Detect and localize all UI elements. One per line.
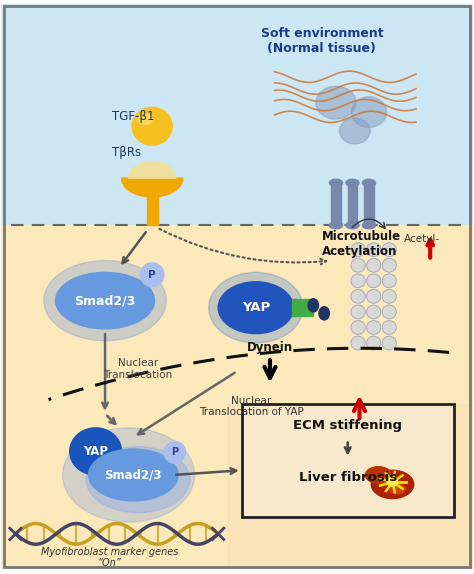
Ellipse shape xyxy=(164,441,186,463)
Ellipse shape xyxy=(55,272,155,329)
Ellipse shape xyxy=(140,263,164,286)
Polygon shape xyxy=(128,162,176,178)
Ellipse shape xyxy=(329,222,343,229)
Ellipse shape xyxy=(371,470,414,499)
Text: Microtubule
Acetylation: Microtubule Acetylation xyxy=(322,230,401,258)
Ellipse shape xyxy=(316,86,356,119)
Ellipse shape xyxy=(44,261,166,341)
Text: P: P xyxy=(171,447,178,457)
Ellipse shape xyxy=(351,243,365,257)
Ellipse shape xyxy=(351,289,365,303)
Ellipse shape xyxy=(351,321,365,334)
Ellipse shape xyxy=(366,274,381,288)
Ellipse shape xyxy=(138,114,152,125)
Ellipse shape xyxy=(89,449,178,501)
Text: YAP: YAP xyxy=(83,445,108,458)
Bar xyxy=(1,4,473,225)
Ellipse shape xyxy=(382,243,396,257)
Ellipse shape xyxy=(346,179,359,187)
Polygon shape xyxy=(121,178,183,197)
Text: Nuclear
Translocation of YAP: Nuclear Translocation of YAP xyxy=(199,396,303,417)
Ellipse shape xyxy=(382,289,396,303)
Ellipse shape xyxy=(382,321,396,334)
Ellipse shape xyxy=(351,274,365,288)
Bar xyxy=(1,225,473,569)
Bar xyxy=(364,183,374,225)
Ellipse shape xyxy=(362,179,375,187)
Text: YAP: YAP xyxy=(242,301,270,314)
Ellipse shape xyxy=(366,336,381,350)
Bar xyxy=(146,178,158,225)
Ellipse shape xyxy=(63,428,195,522)
Text: Smad2/3: Smad2/3 xyxy=(105,468,162,482)
Text: Nuclear
Translocation: Nuclear Translocation xyxy=(103,358,173,380)
Ellipse shape xyxy=(351,305,365,319)
Ellipse shape xyxy=(366,258,381,272)
Text: P: P xyxy=(148,270,156,280)
Ellipse shape xyxy=(362,222,375,229)
Text: Acetyl-: Acetyl- xyxy=(404,234,440,245)
Ellipse shape xyxy=(209,272,303,343)
Ellipse shape xyxy=(218,282,293,333)
Text: TGF-β1: TGF-β1 xyxy=(112,110,155,123)
Ellipse shape xyxy=(366,243,381,257)
Ellipse shape xyxy=(365,467,392,483)
Bar xyxy=(331,183,341,225)
Text: Myofibroblast marker genes
“On”: Myofibroblast marker genes “On” xyxy=(41,546,178,568)
Ellipse shape xyxy=(366,289,381,303)
Ellipse shape xyxy=(387,478,398,486)
Ellipse shape xyxy=(86,447,190,513)
Text: Dynein: Dynein xyxy=(247,341,293,354)
FancyBboxPatch shape xyxy=(242,404,454,517)
Bar xyxy=(348,183,357,225)
Text: Soft environment
(Normal tissue): Soft environment (Normal tissue) xyxy=(261,28,383,55)
Ellipse shape xyxy=(382,258,396,272)
Bar xyxy=(292,299,313,316)
Ellipse shape xyxy=(351,97,387,127)
Text: ECM stiffening: ECM stiffening xyxy=(293,419,402,432)
Ellipse shape xyxy=(351,258,365,272)
Ellipse shape xyxy=(351,336,365,350)
Ellipse shape xyxy=(319,307,329,320)
Bar xyxy=(228,404,473,569)
Ellipse shape xyxy=(366,305,381,319)
Ellipse shape xyxy=(389,484,405,494)
Ellipse shape xyxy=(346,222,359,229)
Ellipse shape xyxy=(70,428,121,475)
Ellipse shape xyxy=(366,321,381,334)
Ellipse shape xyxy=(132,107,172,145)
Text: TβRs: TβRs xyxy=(112,146,141,158)
Ellipse shape xyxy=(308,298,319,312)
Ellipse shape xyxy=(382,305,396,319)
Text: Smad2/3: Smad2/3 xyxy=(74,294,136,307)
Text: Liver fibrosis: Liver fibrosis xyxy=(299,471,397,484)
Ellipse shape xyxy=(339,118,370,144)
Ellipse shape xyxy=(382,274,396,288)
Ellipse shape xyxy=(382,336,396,350)
Ellipse shape xyxy=(329,179,343,187)
